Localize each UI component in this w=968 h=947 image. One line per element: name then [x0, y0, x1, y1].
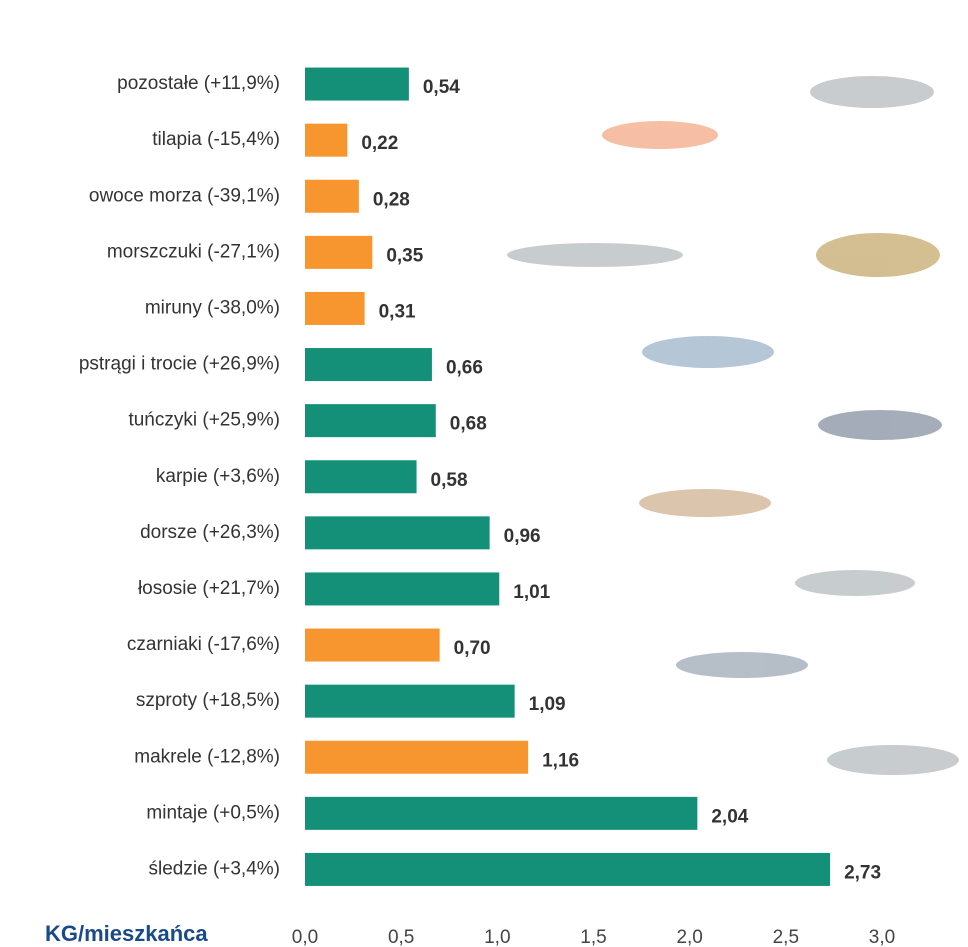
y-tick-label: morszczuki (-27,1%) — [107, 241, 280, 262]
decoration — [507, 76, 959, 775]
value-label: 0,31 — [379, 301, 416, 322]
y-tick-label: szproty (+18,5%) — [136, 690, 280, 711]
bar — [305, 404, 436, 438]
bar — [305, 572, 500, 606]
y-tick-label: śledzie (+3,4%) — [149, 858, 280, 879]
value-label: 0,28 — [373, 189, 410, 210]
bar — [305, 291, 365, 325]
bar — [305, 235, 373, 269]
bar — [305, 179, 359, 213]
bar — [305, 67, 409, 101]
value-label: 1,09 — [529, 694, 566, 715]
x-axis-title: KG/mieszkańca — [45, 921, 208, 946]
y-tick-label: dorsze (+26,3%) — [140, 522, 280, 543]
y-tick-label: czarniaki (-17,6%) — [127, 634, 280, 655]
bar — [305, 740, 529, 774]
y-tick-label: tuńczyki (+25,9%) — [128, 410, 280, 431]
bar — [305, 628, 440, 662]
value-label: 2,73 — [844, 862, 881, 883]
value-label: 0,58 — [431, 470, 468, 491]
y-tick-label: karpie (+3,6%) — [156, 466, 280, 487]
bar — [305, 123, 348, 157]
x-tick-label: 1,5 — [580, 927, 606, 947]
x-tick-label: 1,0 — [484, 927, 510, 947]
value-label: 2,04 — [711, 806, 748, 827]
value-label: 0,54 — [423, 77, 460, 98]
bar — [305, 852, 831, 886]
x-tick-label: 3,0 — [869, 927, 895, 947]
value-label: 0,96 — [504, 526, 541, 547]
y-tick-label: pozostałe (+11,9%) — [117, 73, 280, 94]
y-tick-label: makrele (-12,8%) — [134, 746, 280, 767]
y-tick-label: miruny (-38,0%) — [145, 297, 280, 318]
value-label: 0,35 — [386, 245, 423, 266]
x-tick-label: 2,0 — [676, 927, 702, 947]
value-label: 1,16 — [542, 750, 579, 771]
value-label: 0,68 — [450, 414, 487, 435]
bar — [305, 684, 515, 718]
bar — [305, 516, 490, 550]
bar — [305, 460, 417, 494]
value-label: 0,66 — [446, 358, 483, 379]
x-tick-label: 2,5 — [773, 927, 799, 947]
bar — [305, 348, 432, 382]
y-tick-label: mintaje (+0,5%) — [146, 802, 280, 823]
value-label: 0,22 — [361, 133, 398, 154]
value-label: 1,01 — [513, 582, 550, 603]
y-tick-label: łososie (+21,7%) — [138, 578, 280, 599]
x-tick-label: 0,0 — [292, 927, 318, 947]
y-tick-label: tilapia (-15,4%) — [152, 129, 280, 150]
x-tick-label: 0,5 — [388, 927, 414, 947]
value-label: 0,70 — [454, 638, 491, 659]
y-tick-label: pstrągi i trocie (+26,9%) — [79, 354, 280, 375]
y-tick-label: owoce morza (-39,1%) — [89, 185, 280, 206]
bar — [305, 796, 698, 830]
